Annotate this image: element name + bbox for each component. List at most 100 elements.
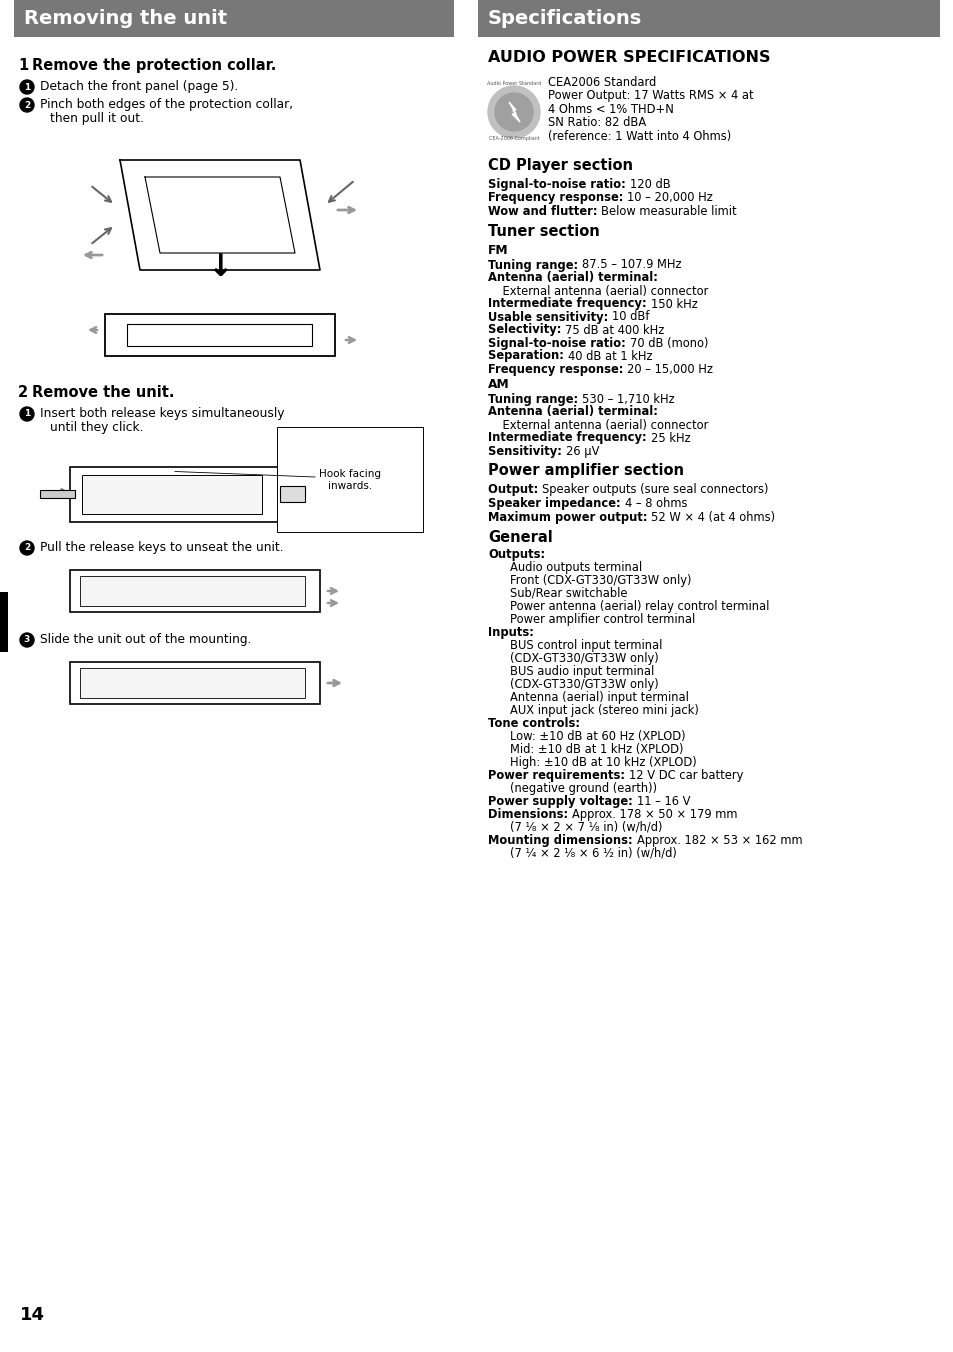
Bar <box>14 0 454 37</box>
Text: Power supply voltage:: Power supply voltage: <box>488 795 636 808</box>
Text: 150 kHz: 150 kHz <box>650 297 697 311</box>
Text: Inputs:: Inputs: <box>488 626 534 639</box>
Circle shape <box>20 97 34 112</box>
Text: Sensitivity:: Sensitivity: <box>488 445 565 457</box>
Text: 10 – 20,000 Hz: 10 – 20,000 Hz <box>627 192 713 204</box>
Text: 75 dB at 400 kHz: 75 dB at 400 kHz <box>565 323 664 337</box>
Bar <box>128 324 313 346</box>
Text: Wow and flutter:: Wow and flutter: <box>488 206 601 218</box>
Circle shape <box>20 407 34 420</box>
Text: 10 dBf: 10 dBf <box>612 311 649 323</box>
Text: Tuning range:: Tuning range: <box>488 258 581 272</box>
Text: Audio Power Standard: Audio Power Standard <box>486 81 540 87</box>
Text: Antenna (aerial) terminal:: Antenna (aerial) terminal: <box>488 272 658 284</box>
Text: Speaker outputs (sure seal connectors): Speaker outputs (sure seal connectors) <box>541 484 768 496</box>
Text: Approx. 178 × 50 × 179 mm: Approx. 178 × 50 × 179 mm <box>572 808 737 821</box>
Text: Power amplifier control terminal: Power amplifier control terminal <box>510 612 695 626</box>
Text: Power requirements:: Power requirements: <box>488 769 628 781</box>
Circle shape <box>20 541 34 556</box>
Text: Detach the front panel (page 5).: Detach the front panel (page 5). <box>40 80 238 93</box>
Text: (negative ground (earth)): (negative ground (earth)) <box>510 781 657 795</box>
Text: 4 Ohms < 1% THD+N: 4 Ohms < 1% THD+N <box>547 103 673 116</box>
Text: (CDX-GT330/GT33W only): (CDX-GT330/GT33W only) <box>510 677 659 691</box>
Text: 1: 1 <box>18 58 29 73</box>
Circle shape <box>488 87 539 138</box>
Text: External antenna (aerial) connector: External antenna (aerial) connector <box>488 419 708 431</box>
Bar <box>0 592 8 652</box>
Bar <box>40 489 75 498</box>
Text: CEA-2006 Compliant: CEA-2006 Compliant <box>488 137 538 141</box>
Text: Maximum power output:: Maximum power output: <box>488 511 651 523</box>
Text: 14: 14 <box>20 1306 45 1324</box>
Text: Remove the protection collar.: Remove the protection collar. <box>32 58 276 73</box>
Text: High: ±10 dB at 10 kHz (XPLOD): High: ±10 dB at 10 kHz (XPLOD) <box>510 756 696 769</box>
Text: Front (CDX-GT330/GT33W only): Front (CDX-GT330/GT33W only) <box>510 575 691 587</box>
Text: Remove the unit.: Remove the unit. <box>32 385 174 400</box>
Text: Separation:: Separation: <box>488 350 567 362</box>
Text: 70 dB (mono): 70 dB (mono) <box>629 337 707 350</box>
Bar <box>477 0 939 37</box>
Text: 1: 1 <box>24 410 30 419</box>
Text: Selectivity:: Selectivity: <box>488 323 565 337</box>
Text: 1: 1 <box>24 82 30 92</box>
Text: Frequency response:: Frequency response: <box>488 362 627 376</box>
Text: ↓: ↓ <box>207 253 233 281</box>
Text: Approx. 182 × 53 × 162 mm: Approx. 182 × 53 × 162 mm <box>636 834 801 846</box>
Text: FM: FM <box>488 245 508 257</box>
Text: CEA2006 Standard: CEA2006 Standard <box>547 76 656 89</box>
Text: Intermediate frequency:: Intermediate frequency: <box>488 431 650 445</box>
Text: Below measurable limit: Below measurable limit <box>601 206 737 218</box>
Bar <box>70 466 280 522</box>
Text: Antenna (aerial) input terminal: Antenna (aerial) input terminal <box>510 691 688 704</box>
Circle shape <box>20 633 34 648</box>
Text: 52 W × 4 (at 4 ohms): 52 W × 4 (at 4 ohms) <box>651 511 775 523</box>
Text: BUS control input terminal: BUS control input terminal <box>510 639 661 652</box>
Text: BUS audio input terminal: BUS audio input terminal <box>510 665 654 677</box>
Text: External antenna (aerial) connector: External antenna (aerial) connector <box>488 284 708 297</box>
Text: AUX input jack (stereo mini jack): AUX input jack (stereo mini jack) <box>510 704 699 717</box>
Text: Tuning range:: Tuning range: <box>488 392 581 406</box>
Text: Slide the unit out of the mounting.: Slide the unit out of the mounting. <box>40 633 252 646</box>
Text: Dimensions:: Dimensions: <box>488 808 572 821</box>
Text: 3: 3 <box>24 635 30 645</box>
Text: (CDX-GT330/GT33W only): (CDX-GT330/GT33W only) <box>510 652 659 665</box>
Text: 2: 2 <box>24 544 30 553</box>
Text: 25 kHz: 25 kHz <box>650 431 690 445</box>
Text: Signal-to-noise ratio:: Signal-to-noise ratio: <box>488 337 629 350</box>
Text: Pinch both edges of the protection collar,: Pinch both edges of the protection colla… <box>40 97 293 111</box>
Text: (reference: 1 Watt into 4 Ohms): (reference: 1 Watt into 4 Ohms) <box>547 130 731 143</box>
Text: 40 dB at 1 kHz: 40 dB at 1 kHz <box>567 350 652 362</box>
Text: Outputs:: Outputs: <box>488 548 544 561</box>
Bar <box>280 485 305 502</box>
Text: Signal-to-noise ratio:: Signal-to-noise ratio: <box>488 178 629 191</box>
Text: 2: 2 <box>24 100 30 110</box>
Circle shape <box>20 80 34 95</box>
Text: AUDIO POWER SPECIFICATIONS: AUDIO POWER SPECIFICATIONS <box>488 50 770 65</box>
Text: 530 – 1,710 kHz: 530 – 1,710 kHz <box>581 392 674 406</box>
Text: Pull the release keys to unseat the unit.: Pull the release keys to unseat the unit… <box>40 541 283 554</box>
Circle shape <box>495 93 533 131</box>
Text: Low: ±10 dB at 60 Hz (XPLOD): Low: ±10 dB at 60 Hz (XPLOD) <box>510 730 685 744</box>
Text: Mounting dimensions:: Mounting dimensions: <box>488 834 636 846</box>
Text: (7 ¹⁄₄ × 2 ¹⁄₈ × 6 ¹⁄₂ in) (w/h/d): (7 ¹⁄₄ × 2 ¹⁄₈ × 6 ¹⁄₂ in) (w/h/d) <box>510 846 677 860</box>
Text: 11 – 16 V: 11 – 16 V <box>636 795 690 808</box>
Text: Power Output: 17 Watts RMS × 4 at: Power Output: 17 Watts RMS × 4 at <box>547 89 753 103</box>
Text: Antenna (aerial) terminal:: Antenna (aerial) terminal: <box>488 406 658 419</box>
Polygon shape <box>509 101 519 122</box>
Text: Hook facing
inwards.: Hook facing inwards. <box>318 469 380 491</box>
Text: until they click.: until they click. <box>50 420 143 434</box>
Text: Power amplifier section: Power amplifier section <box>488 464 683 479</box>
Bar <box>80 668 305 698</box>
Text: then pull it out.: then pull it out. <box>50 112 144 124</box>
Bar <box>70 571 319 612</box>
Text: Output:: Output: <box>488 484 541 496</box>
Text: Removing the unit: Removing the unit <box>24 8 227 27</box>
Bar <box>70 662 319 704</box>
Text: CD Player section: CD Player section <box>488 158 633 173</box>
Text: General: General <box>488 530 552 545</box>
Text: Mid: ±10 dB at 1 kHz (XPLOD): Mid: ±10 dB at 1 kHz (XPLOD) <box>510 744 682 756</box>
Text: 12 V DC car battery: 12 V DC car battery <box>628 769 742 781</box>
Text: Power antenna (aerial) relay control terminal: Power antenna (aerial) relay control ter… <box>510 600 768 612</box>
Text: 26 μV: 26 μV <box>565 445 598 457</box>
Text: 4 – 8 ohms: 4 – 8 ohms <box>624 498 686 510</box>
